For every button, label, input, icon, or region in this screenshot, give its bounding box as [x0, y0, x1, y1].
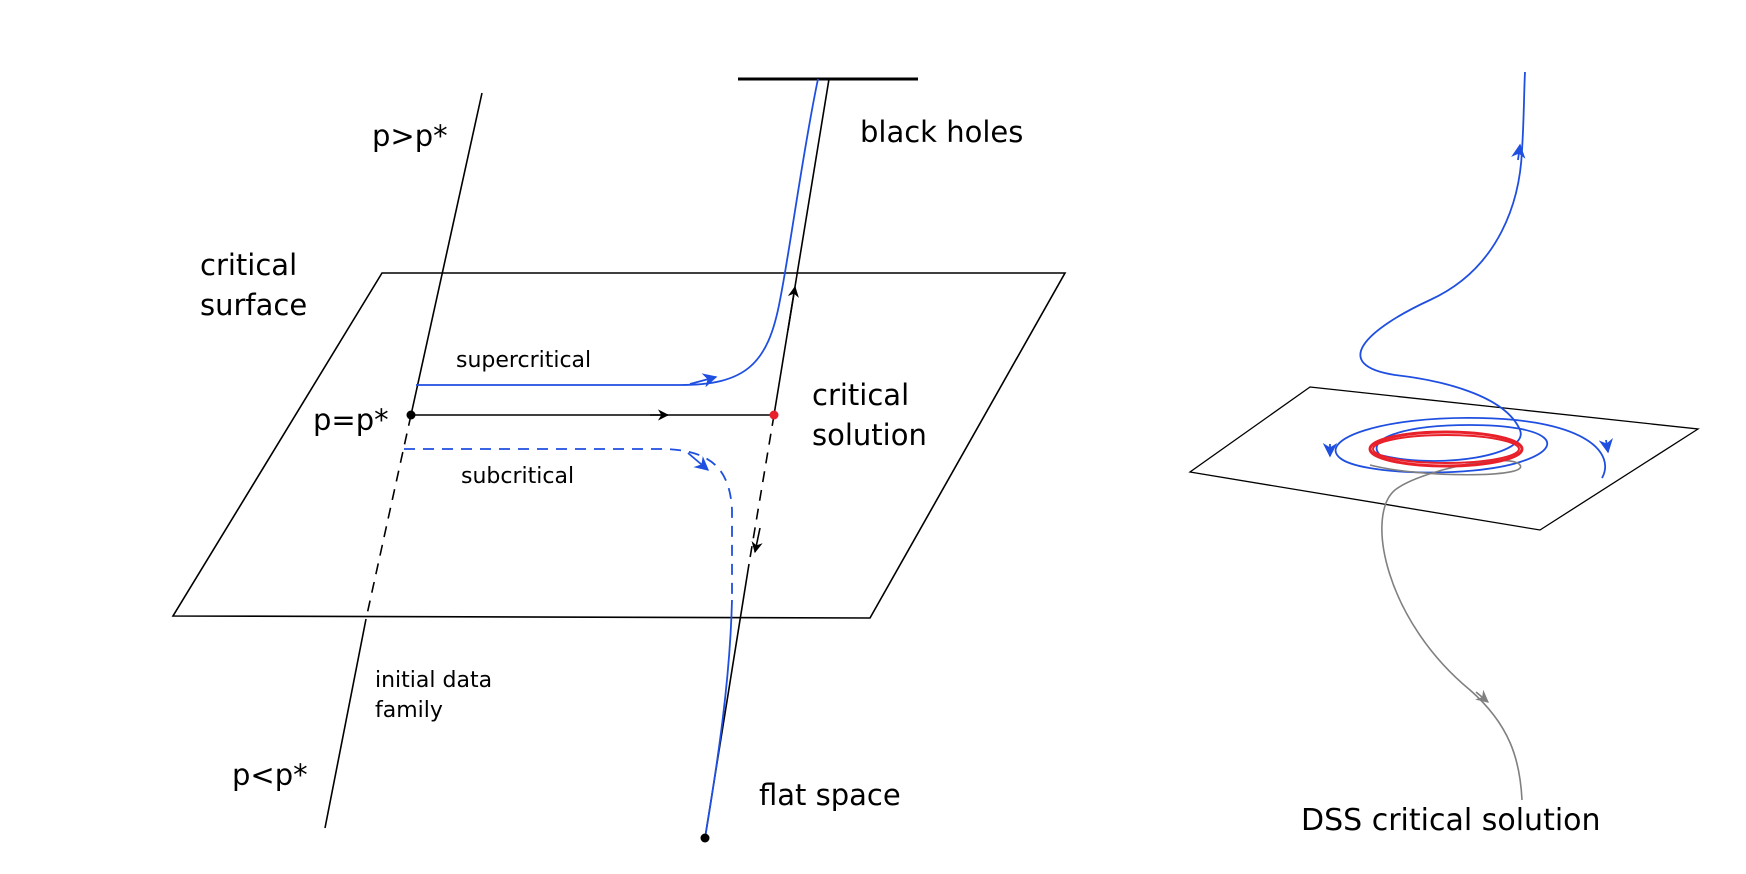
- label-initial-data-1: initial data: [375, 668, 492, 693]
- subcritical-trajectory-dashed: [404, 448, 733, 600]
- supercritical-trajectory: [416, 78, 819, 386]
- dss-spiral-arrow-right: [1598, 438, 1613, 454]
- dss-up-arrow: [1511, 143, 1526, 161]
- flat-space-arrow: [751, 527, 763, 554]
- label-p-less: p<p*: [232, 758, 308, 792]
- label-initial-data-2: family: [375, 698, 443, 723]
- subcritical-arrow: [687, 452, 710, 471]
- dss-unstable-trajectory-down: [1369, 459, 1523, 801]
- label-p-equal: p=p*: [313, 403, 389, 437]
- flat-space-line-dashed: [748, 414, 775, 565]
- dss-limit-cycle-outer: [1368, 430, 1524, 468]
- unstable-direction-line: [773, 78, 830, 416]
- dss-unstable-trajectory-up: [1359, 71, 1526, 462]
- initial-data-family-line-upper: [410, 92, 483, 416]
- critical-initial-point: [406, 410, 416, 420]
- label-flat-space: flat space: [759, 778, 901, 812]
- flat-space-point: [700, 833, 710, 843]
- subcritical-trajectory-solid: [704, 599, 733, 839]
- initial-data-family-line-bottom: [324, 618, 367, 829]
- label-dss-critical-solution: DSS critical solution: [1301, 803, 1601, 838]
- dss-down-arrow: [1475, 689, 1489, 703]
- dss-critical-surface-plane: [1188, 386, 1700, 531]
- label-supercritical: supercritical: [456, 348, 591, 373]
- critical-surface-plane: [171, 272, 1067, 619]
- label-critical-solution-2: solution: [812, 418, 927, 452]
- dss-limit-cycle-inner: [1372, 434, 1520, 464]
- label-critical-solution-1: critical: [812, 378, 909, 412]
- label-black-holes: black holes: [860, 115, 1023, 149]
- critical-solution-point: [769, 410, 779, 420]
- unstable-direction-arrow: [787, 285, 799, 331]
- initial-data-family-line-lower-dashed: [365, 414, 412, 620]
- label-subcritical: subcritical: [461, 464, 574, 489]
- label-p-greater: p>p*: [372, 119, 448, 153]
- supercritical-arrow: [689, 373, 718, 388]
- dss-spiral-in-trajectory: [1334, 417, 1607, 479]
- label-critical-surface-2: surface: [200, 288, 307, 322]
- label-critical-surface-1: critical: [200, 248, 297, 282]
